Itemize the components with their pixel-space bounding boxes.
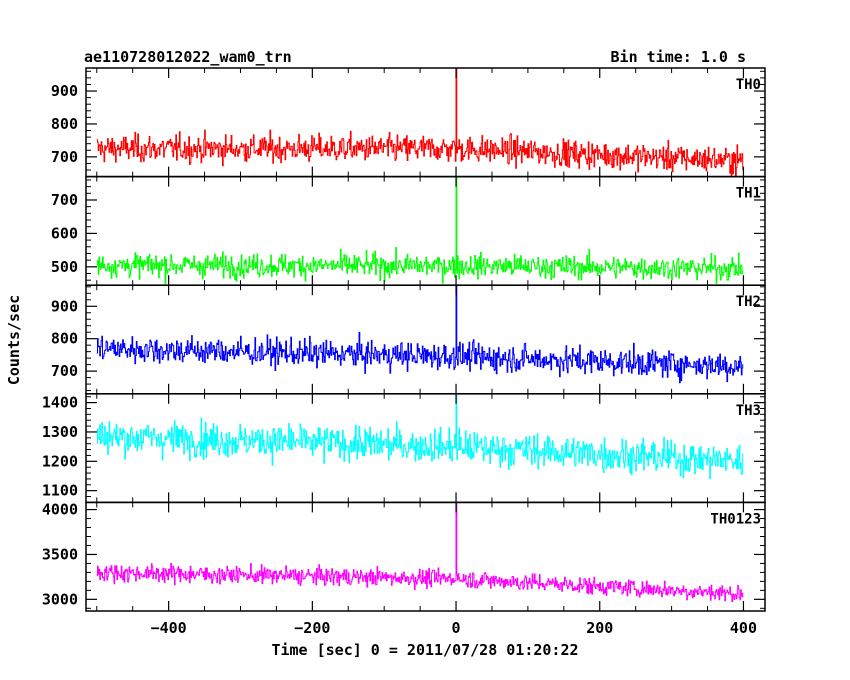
y-tick-label: 4000 [42, 501, 78, 519]
panel-label-th2: TH2 [736, 294, 761, 310]
panel-th0: 700 800 900 TH0 [51, 67, 766, 178]
panel-label-th0: TH0 [736, 77, 761, 93]
panel-th0123: 3000 3500 4000 TH0123 [42, 501, 766, 612]
chart-title-left: ae110728012022_wam0_trn [84, 48, 292, 66]
y-tick-label: 800 [51, 115, 78, 133]
y-tick-label: 3000 [42, 590, 78, 608]
y-tick-label: 3500 [42, 545, 78, 563]
x-tick-label: −200 [294, 619, 330, 637]
x-tick-label: 200 [586, 619, 613, 637]
x-axis-label: Time [sec] 0 = 2011/07/28 01:20:22 [271, 641, 578, 659]
y-tick-label: 800 [51, 330, 78, 348]
y-axis-label: Counts/sec [5, 295, 23, 385]
chart-title-right: Bin time: 1.0 s [611, 48, 746, 66]
panel-frame [85, 501, 766, 612]
y-tick-label: 600 [51, 224, 78, 242]
panel-frame [85, 175, 766, 286]
y-tick-label: 700 [51, 148, 78, 166]
panel-label-th0123: TH0123 [710, 511, 761, 527]
panel-th1: 500 600 700 TH1 [51, 175, 766, 286]
panel-th3: 1100 1200 1300 1400 TH3 [42, 393, 766, 504]
y-tick-label: 900 [51, 82, 78, 100]
y-tick-label: 500 [51, 258, 78, 276]
series-line-th0 [96, 68, 744, 177]
panel-th2: 700 800 900 TH2 [51, 284, 766, 395]
panels-group: 700 800 900 TH0 500 600 700 TH1 700 800 900 TH2 1100… [42, 67, 766, 612]
panel-label-th3: TH3 [736, 403, 761, 419]
y-tick-label: 1400 [42, 394, 78, 412]
series-line-th1 [96, 176, 744, 284]
y-tick-label: 1100 [42, 482, 78, 500]
y-tick-label: 700 [51, 362, 78, 380]
x-tick-label: 400 [730, 619, 757, 637]
y-tick-label: 1300 [42, 423, 78, 441]
y-tick-label: 900 [51, 297, 78, 315]
x-axis: −400 −200 0 200 400 [151, 619, 757, 637]
x-tick-label: 0 [452, 619, 461, 637]
series-line-th3 [96, 394, 744, 480]
series-line-th2 [96, 285, 744, 384]
y-tick-label: 1200 [42, 452, 78, 470]
panel-label-th1: TH1 [736, 186, 761, 202]
series-line-th0123 [96, 502, 744, 602]
y-tick-label: 700 [51, 191, 78, 209]
x-tick-label: −400 [151, 619, 187, 637]
